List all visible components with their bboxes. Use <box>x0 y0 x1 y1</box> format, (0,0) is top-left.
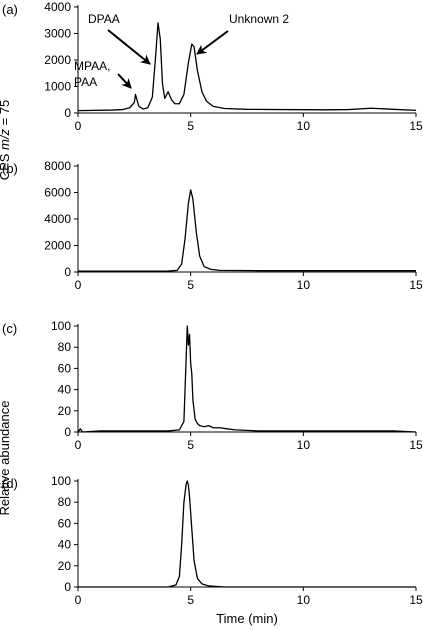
y-tick-label: 0 <box>64 425 71 439</box>
y-tick-label: 6000 <box>44 186 71 200</box>
x-tick-label: 10 <box>297 438 311 452</box>
annotation-arrow <box>107 29 151 65</box>
annotation-label: DPAA <box>88 12 120 26</box>
y-axis-label-cps: CPS m/z = 75 <box>0 100 12 181</box>
series-line <box>77 189 416 272</box>
y-tick-label: 40 <box>58 538 72 552</box>
y-tick-label: 60 <box>58 361 72 375</box>
y-tick-label: 80 <box>58 495 72 509</box>
y-tick-label: 3000 <box>44 27 71 41</box>
y-tick-label: 1000 <box>44 80 71 94</box>
x-tick-label: 0 <box>75 119 82 133</box>
x-tick-label: 15 <box>409 278 423 292</box>
y-axis-label-cps-italic: m/z <box>0 129 12 150</box>
y-axis-label-cps-prefix: CPS <box>0 150 12 180</box>
y-tick-label: 8000 <box>44 159 71 173</box>
y-tick-label: 40 <box>58 383 72 397</box>
x-tick-label: 5 <box>187 278 194 292</box>
x-tick-label: 15 <box>409 119 423 133</box>
annotation-label: MPAA, <box>74 59 110 73</box>
annotation-label: Unknown 2 <box>229 12 289 26</box>
annotation-arrow <box>117 73 132 89</box>
y-tick-label: 2000 <box>44 239 71 253</box>
x-tick-label: 10 <box>297 278 311 292</box>
panel-label: (d) <box>2 476 18 491</box>
series-line <box>77 22 417 112</box>
annotation-arrow <box>196 30 229 55</box>
y-axis-label-cps-suffix: = 75 <box>0 100 12 129</box>
x-tick-label: 15 <box>409 438 423 452</box>
y-tick-label: 0 <box>64 265 71 279</box>
x-tick-label: 0 <box>75 593 82 607</box>
panel-label: (a) <box>2 2 18 17</box>
y-tick-label: 80 <box>58 340 72 354</box>
x-tick-label: 5 <box>187 438 194 452</box>
y-tick-label: 100 <box>51 474 71 488</box>
x-tick-label: 5 <box>187 119 194 133</box>
panel-a: 0 1000 2000 3000 4000 0 5 10 15 (a) DPAA Unknown 2 M… <box>2 0 423 133</box>
x-tick-label: 10 <box>297 593 311 607</box>
y-tick-label: 0 <box>64 106 71 120</box>
x-tick-label: 5 <box>187 593 194 607</box>
panel-d: 0 20 40 60 80 100 0 5 10 15 (d) <box>2 474 423 607</box>
y-tick-label: 20 <box>58 559 72 573</box>
y-tick-label: 100 <box>51 319 71 333</box>
y-tick-label: 2000 <box>44 53 71 67</box>
y-tick-label: 60 <box>58 516 72 530</box>
panel-label: (b) <box>2 161 18 176</box>
panel-label: (c) <box>2 321 17 336</box>
y-tick-label: 20 <box>58 404 72 418</box>
x-tick-label: 10 <box>297 119 311 133</box>
series-line <box>78 480 416 588</box>
series-line <box>77 325 417 433</box>
x-tick-label: 15 <box>409 593 423 607</box>
x-tick-label: 0 <box>75 438 82 452</box>
y-tick-label: 0 <box>64 580 71 594</box>
y-tick-label: 4000 <box>44 0 71 14</box>
x-axis-label: Time (min) <box>216 611 278 626</box>
annotation-label: PAA <box>74 75 97 89</box>
y-axis-label-relative-abundance: Relative abundance <box>0 401 12 516</box>
y-tick-label: 4000 <box>44 212 71 226</box>
x-tick-label: 0 <box>75 278 82 292</box>
panel-b: 0 2000 4000 6000 8000 0 5 10 15 (b) <box>2 159 423 292</box>
panel-c: 0 20 40 60 80 100 0 5 10 15 (c) <box>2 319 423 452</box>
